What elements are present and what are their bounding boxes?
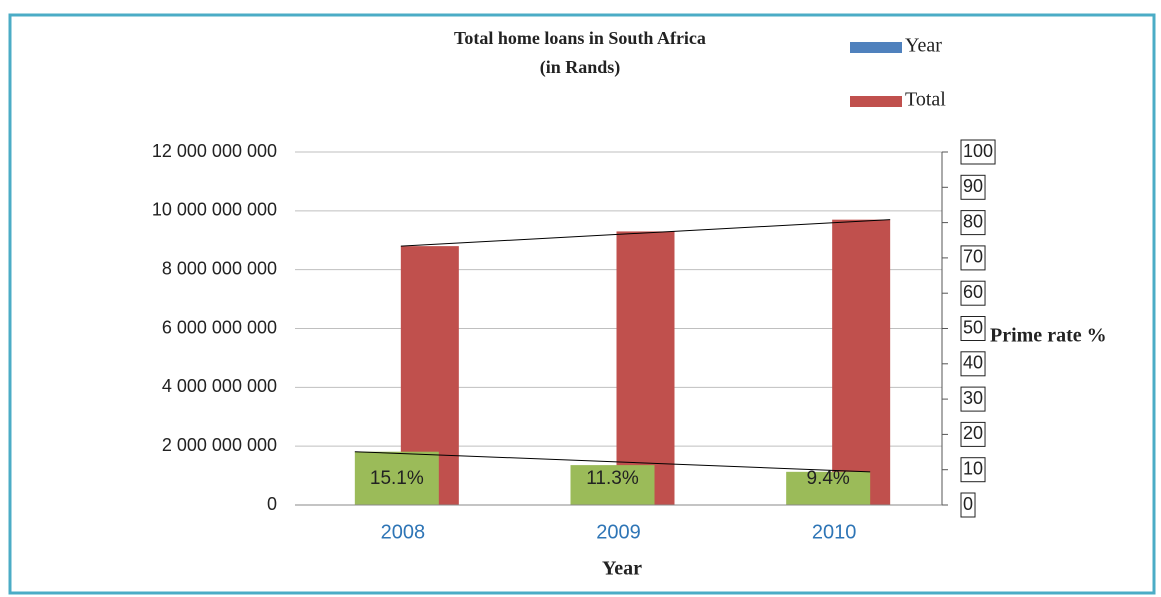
trend-line xyxy=(354,451,871,473)
y2-tick-label: 70 xyxy=(963,247,983,267)
y2-tick-label: 30 xyxy=(963,388,983,408)
legend-swatch xyxy=(850,42,902,53)
legend-swatch xyxy=(850,96,902,107)
y2-tick-label: 0 xyxy=(963,494,973,514)
y2-tick-label: 90 xyxy=(963,176,983,196)
y2-tick-label: 60 xyxy=(963,282,983,302)
y2-tick-box xyxy=(960,139,996,165)
y2-tick-label: 50 xyxy=(963,317,983,337)
y2-tick-label: 80 xyxy=(963,211,983,231)
y2-axis-title: Prime rate % xyxy=(990,325,1107,347)
bar xyxy=(786,471,871,505)
data-label: 15.1% xyxy=(370,468,424,489)
y-tick-label: 4 000 000 000 xyxy=(162,376,277,396)
x-axis-title: Year xyxy=(602,558,642,580)
x-tick-label: 2009 xyxy=(596,521,641,543)
bar xyxy=(616,231,675,506)
y2-tick-box xyxy=(960,421,986,447)
bar xyxy=(354,451,439,505)
legend-label: Total xyxy=(905,89,946,111)
bar xyxy=(832,219,891,506)
trend-line xyxy=(400,219,891,247)
data-label: 9.4% xyxy=(807,468,850,489)
x-tick-label: 2010 xyxy=(812,521,857,543)
y2-tick-label: 20 xyxy=(963,423,983,443)
y-tick-label: 10 000 000 000 xyxy=(152,200,277,220)
y-tick-label: 2 000 000 000 xyxy=(162,435,277,455)
y-tick-label: 12 000 000 000 xyxy=(152,141,277,161)
y2-tick-box xyxy=(960,280,986,306)
y2-tick-box xyxy=(960,386,986,412)
y2-tick-box xyxy=(960,245,986,271)
y2-tick-box xyxy=(960,351,986,377)
y-tick-label: 8 000 000 000 xyxy=(162,258,277,278)
y2-tick-box xyxy=(960,457,986,483)
frame xyxy=(8,13,1156,595)
y2-tick-box xyxy=(960,316,986,341)
data-label: 11.3% xyxy=(586,468,639,489)
y-tick-label: 6 000 000 000 xyxy=(162,317,277,337)
bar xyxy=(570,465,655,505)
x-tick-label: 2008 xyxy=(381,521,426,543)
legend-label: Year xyxy=(905,35,942,57)
chart-title: (in Rands) xyxy=(540,57,621,78)
y2-tick-box xyxy=(960,174,986,200)
y2-tick-label: 10 xyxy=(963,458,983,478)
y2-tick-label: 40 xyxy=(963,353,983,373)
y-tick-label: 0 xyxy=(267,494,277,514)
y2-tick-label: 100 xyxy=(963,141,993,161)
y2-tick-box xyxy=(960,492,976,518)
chart-title: Total home loans in South Africa xyxy=(454,28,706,48)
y2-tick-box xyxy=(960,210,986,236)
